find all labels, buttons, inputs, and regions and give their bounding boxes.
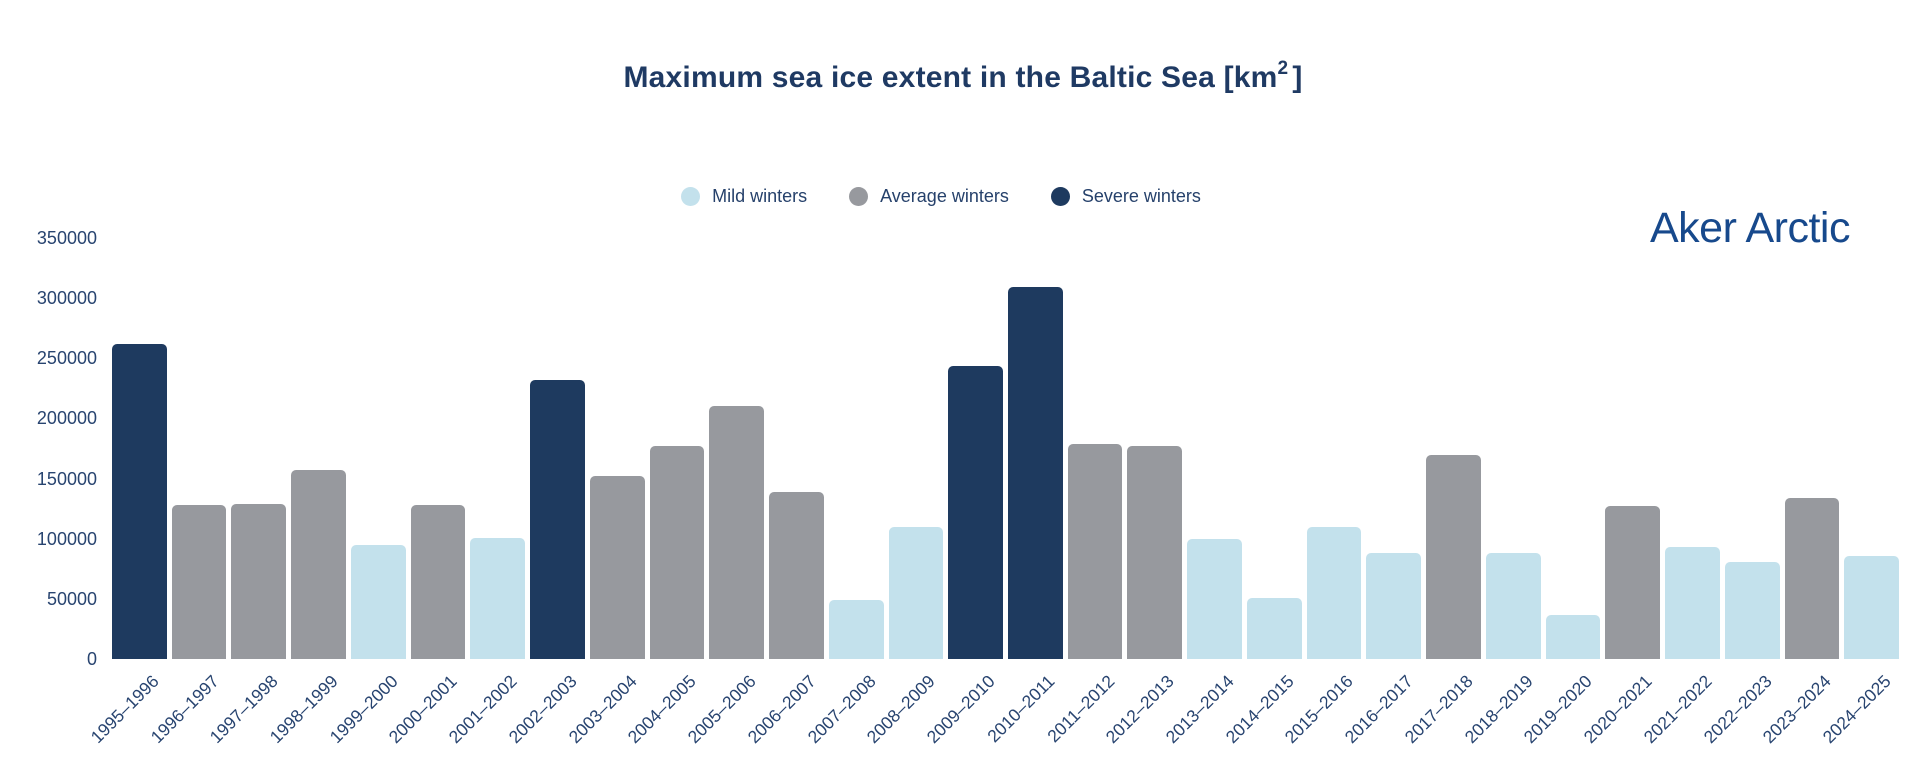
aker-arctic-logo: Aker Arctic [1650, 204, 1851, 252]
y-axis-tick-label: 300000 [36, 288, 97, 309]
bar-1998-1999 [291, 470, 346, 659]
y-axis-tick-label: 350000 [36, 228, 97, 248]
legend-label: Severe winters [1081, 186, 1201, 206]
bar-2015-2016 [1306, 526, 1362, 659]
bar-2021-2022 [1665, 547, 1720, 659]
y-axis-tick-label: 200000 [36, 408, 97, 429]
y-axis-tick-label: 0 [86, 649, 97, 669]
bar-2011-2012 [1067, 443, 1123, 659]
bar-2023-2024 [1784, 497, 1840, 659]
bar-1996-1997 [171, 505, 227, 659]
bar-2013-2014 [1187, 538, 1242, 659]
average-winters-marker-icon [849, 187, 869, 206]
bar-2010-2011 [1008, 287, 1063, 659]
y-axis-tick-label: 150000 [36, 468, 97, 489]
y-axis-tick-label: 50000 [46, 588, 97, 609]
bar-2000-2001 [410, 505, 466, 659]
bar-2022-2023 [1724, 561, 1780, 659]
bar-2005-2006 [709, 406, 765, 659]
y-axis-tick-label: 250000 [36, 348, 97, 369]
chart-title: Maximum sea ice extent in the Baltic Sea… [0, 58, 1926, 95]
bar-2008-2009 [888, 526, 944, 659]
bar-2004-2005 [649, 446, 705, 659]
bar-2007-2008 [828, 600, 884, 659]
bar-2019-2020 [1545, 614, 1601, 659]
bar-2020-2021 [1605, 506, 1661, 659]
legend-item-average[interactable]: Average winters [849, 186, 1009, 207]
bar-2014-2015 [1246, 597, 1302, 659]
bar-1997-1998 [231, 503, 287, 659]
legend-label: Average winters [880, 186, 1009, 206]
title-text: Maximum sea ice extent in the Baltic Sea… [623, 61, 1278, 94]
legend-item-severe[interactable]: Severe winters [1050, 186, 1201, 207]
bar-2009-2010 [948, 365, 1003, 659]
bar-2018-2019 [1485, 553, 1541, 659]
mild-winters-marker-icon [681, 187, 701, 206]
legend-item-mild[interactable]: Mild winters [681, 186, 807, 207]
bar-2017-2018 [1426, 454, 1481, 659]
chart-legend: Mild winters Average winters Severe winter… [0, 186, 1904, 207]
plot-area [112, 238, 1904, 659]
bar-2012-2013 [1127, 446, 1183, 659]
bar-1995-1996 [112, 343, 167, 659]
severe-winters-marker-icon [1050, 187, 1070, 206]
y-axis-tick-label: 100000 [36, 528, 97, 549]
bar-2016-2017 [1366, 553, 1422, 659]
legend-label: Mild winters [712, 186, 808, 206]
bar-2024-2025 [1844, 555, 1899, 659]
bar-2006-2007 [769, 491, 824, 659]
bar-1999-2000 [350, 544, 406, 659]
title-superscript: 2 [1277, 58, 1289, 79]
bar-2002-2003 [530, 379, 585, 659]
title-bracket: ] [1292, 61, 1303, 94]
bar-2003-2004 [589, 476, 645, 659]
bar-2001-2002 [470, 537, 526, 659]
